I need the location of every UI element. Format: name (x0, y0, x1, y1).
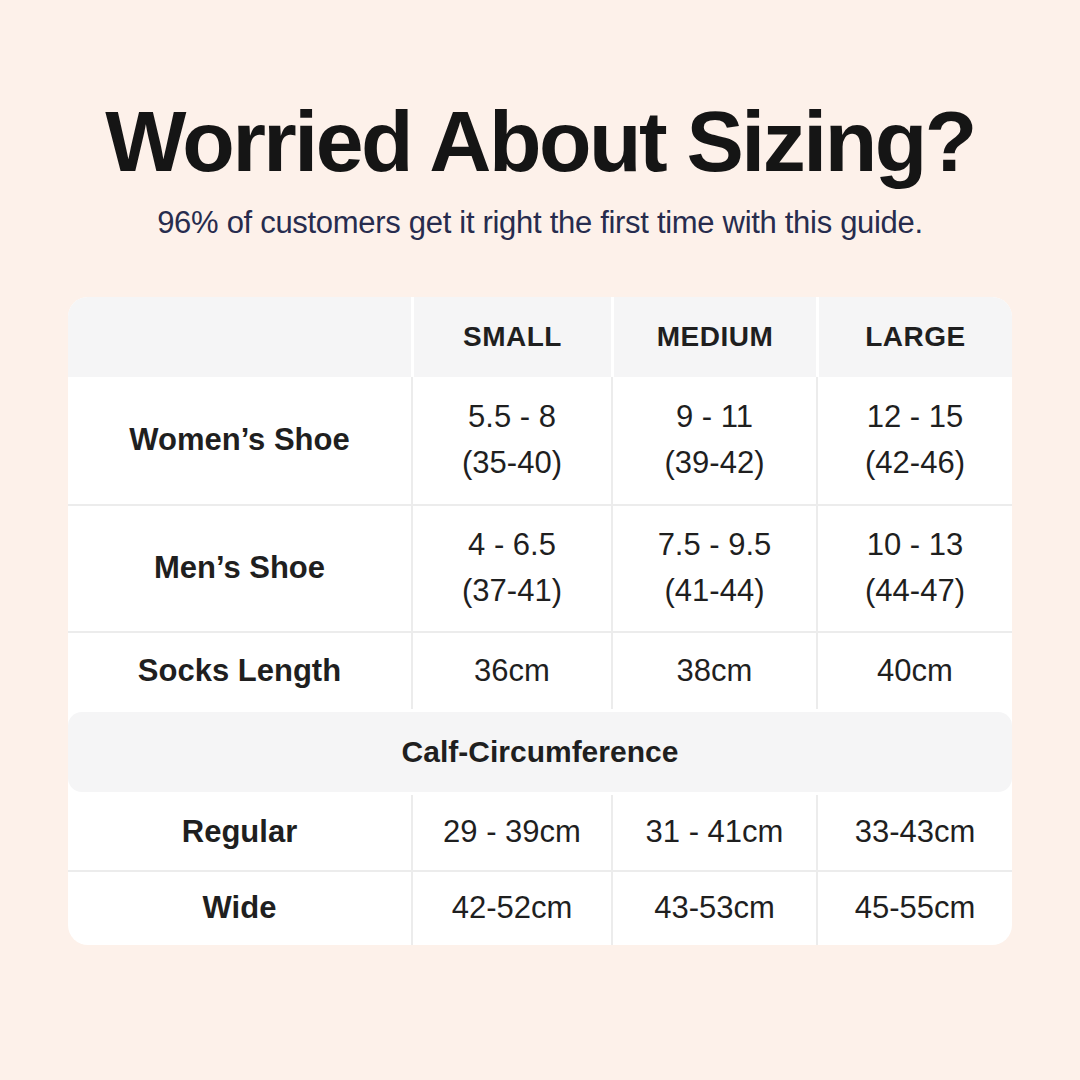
table-row-mens-shoe: Men’s Shoe 4 - 6.5 (37-41) 7.5 - 9.5 (41… (68, 504, 1012, 631)
cell-value: 31 - 41cm (646, 809, 784, 855)
cell-value: 45-55cm (855, 885, 976, 931)
table-row-regular: Regular 29 - 39cm 31 - 41cm 33-43cm (68, 795, 1012, 870)
row-label-womens-shoe: Women’s Shoe (68, 377, 411, 504)
cell-value: 12 - 15 (867, 394, 964, 440)
cell-womens-large: 12 - 15 (42-46) (816, 377, 1012, 504)
cell-subvalue: (41-44) (665, 568, 765, 614)
cell-wide-medium: 43-53cm (611, 872, 816, 945)
cell-subvalue: (44-47) (865, 568, 965, 614)
cell-wide-small: 42-52cm (411, 872, 611, 945)
cell-mens-large: 10 - 13 (44-47) (816, 506, 1012, 631)
cell-value: 40cm (877, 648, 953, 694)
row-label-socks-length: Socks Length (68, 633, 411, 709)
cell-value: 33-43cm (855, 809, 976, 855)
size-chart-table: SMALL MEDIUM LARGE Women’s Shoe 5.5 - 8 … (68, 297, 1012, 945)
cell-womens-medium: 9 - 11 (39-42) (611, 377, 816, 504)
table-header-row: SMALL MEDIUM LARGE (68, 297, 1012, 377)
table-row-wide: Wide 42-52cm 43-53cm 45-55cm (68, 870, 1012, 945)
cell-womens-small: 5.5 - 8 (35-40) (411, 377, 611, 504)
row-label-regular: Regular (68, 795, 411, 870)
page-subtitle: 96% of customers get it right the first … (0, 205, 1080, 241)
cell-mens-small: 4 - 6.5 (37-41) (411, 506, 611, 631)
row-label-wide: Wide (68, 872, 411, 945)
row-label-mens-shoe: Men’s Shoe (68, 506, 411, 631)
cell-regular-medium: 31 - 41cm (611, 795, 816, 870)
table-row-socks-length: Socks Length 36cm 38cm 40cm (68, 631, 1012, 709)
header-cell-empty (68, 297, 411, 377)
cell-subvalue: (42-46) (865, 440, 965, 486)
cell-mens-medium: 7.5 - 9.5 (41-44) (611, 506, 816, 631)
cell-socks-large: 40cm (816, 633, 1012, 709)
header-cell-medium: MEDIUM (611, 297, 816, 377)
cell-subvalue: (35-40) (462, 440, 562, 486)
cell-regular-large: 33-43cm (816, 795, 1012, 870)
cell-value: 10 - 13 (867, 522, 964, 568)
cell-wide-large: 45-55cm (816, 872, 1012, 945)
cell-value: 43-53cm (654, 885, 775, 931)
cell-value: 29 - 39cm (443, 809, 581, 855)
page-background: Worried About Sizing? 96% of customers g… (0, 0, 1080, 1080)
cell-value: 36cm (474, 648, 550, 694)
cell-value: 9 - 11 (676, 394, 753, 440)
cell-subvalue: (39-42) (665, 440, 765, 486)
page-title: Worried About Sizing? (0, 0, 1080, 191)
cell-value: 38cm (677, 648, 753, 694)
header-cell-small: SMALL (411, 297, 611, 377)
cell-socks-small: 36cm (411, 633, 611, 709)
cell-regular-small: 29 - 39cm (411, 795, 611, 870)
section-header-calf-circumference: Calf-Circumference (68, 712, 1012, 792)
table-row-womens-shoe: Women’s Shoe 5.5 - 8 (35-40) 9 - 11 (39-… (68, 377, 1012, 504)
header-cell-large: LARGE (816, 297, 1012, 377)
cell-value: 42-52cm (452, 885, 573, 931)
cell-subvalue: (37-41) (462, 568, 562, 614)
cell-value: 7.5 - 9.5 (658, 522, 772, 568)
cell-socks-medium: 38cm (611, 633, 816, 709)
cell-value: 4 - 6.5 (468, 522, 556, 568)
cell-value: 5.5 - 8 (468, 394, 556, 440)
